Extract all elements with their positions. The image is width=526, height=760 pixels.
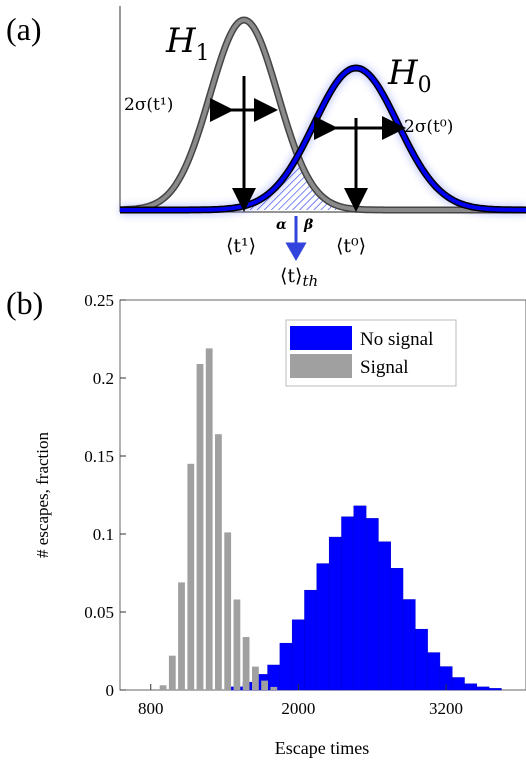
h1-curve bbox=[119, 17, 526, 212]
bar-no-signal-16 bbox=[427, 652, 441, 691]
bar-no-signal-18 bbox=[451, 677, 465, 691]
bar-no-signal-7 bbox=[316, 563, 330, 691]
bar-signal-2 bbox=[178, 582, 185, 690]
h0-label: H0 bbox=[387, 53, 432, 98]
bar-no-signal-13 bbox=[390, 568, 404, 691]
threshold-arrow bbox=[285, 216, 307, 262]
bar-no-signal-11 bbox=[365, 518, 379, 691]
x-tick-label-2: 3200 bbox=[429, 699, 463, 718]
bar-signal-5 bbox=[205, 348, 213, 690]
legend-swatch-no-signal bbox=[290, 326, 352, 350]
y-tick-label-5: 0.25 bbox=[84, 291, 114, 310]
bar-no-signal-4 bbox=[279, 642, 293, 691]
threshold-label: ⟨t⟩th bbox=[280, 265, 318, 290]
bar-signal-4 bbox=[196, 364, 204, 690]
bar-signal-1 bbox=[168, 655, 176, 690]
alpha-label: α bbox=[276, 217, 287, 233]
bar-signal-3 bbox=[187, 463, 195, 690]
bar-signal-12 bbox=[270, 686, 278, 690]
y-tick-label-2: 0.1 bbox=[93, 525, 114, 544]
bar-signal-7 bbox=[224, 532, 232, 690]
bar-no-signal-10 bbox=[353, 505, 367, 691]
x-tick-label-1: 2000 bbox=[281, 699, 315, 718]
y-tick-label-1: 0.05 bbox=[84, 603, 114, 622]
bar-signal-9 bbox=[242, 637, 250, 690]
y-tick-label-4: 0.2 bbox=[93, 369, 114, 388]
bar-signal-11 bbox=[261, 680, 268, 690]
bar-no-signal-9 bbox=[341, 516, 355, 691]
panel-a-schematic: (a) H1 H0 2σ(t¹) 2σ(t⁰) α β ⟨t¹⟩ ⟨t⁰⟩ bbox=[6, 6, 526, 290]
h0-curve bbox=[120, 65, 526, 212]
bar-no-signal-6 bbox=[304, 589, 318, 691]
bar-no-signal-12 bbox=[378, 541, 391, 691]
bar-signal-6 bbox=[215, 434, 222, 690]
y-axis-ticks: 0 0.05 0.1 0.15 0.2 0.25 bbox=[84, 291, 126, 700]
y-tick-label-0: 0 bbox=[106, 681, 115, 700]
bar-no-signal-21 bbox=[488, 688, 502, 691]
bar-no-signal-3 bbox=[267, 664, 281, 691]
legend: No signal Signal bbox=[285, 319, 457, 387]
mean0-label: ⟨t⁰⟩ bbox=[336, 235, 366, 257]
series-signal bbox=[159, 348, 278, 690]
beta-label: β bbox=[303, 217, 314, 233]
x-axis-label: Escape times bbox=[275, 738, 369, 758]
bar-no-signal-20 bbox=[476, 686, 490, 691]
bar-no-signal-8 bbox=[328, 536, 342, 691]
legend-swatch-signal bbox=[290, 354, 352, 378]
panel-a-label: (a) bbox=[6, 11, 42, 47]
bar-no-signal-15 bbox=[415, 628, 428, 691]
h0-curve-outline bbox=[120, 64, 526, 214]
series-no-signal bbox=[230, 505, 502, 691]
y-tick-label-3: 0.15 bbox=[84, 447, 114, 466]
y-axis-label: # escapes, fraction bbox=[33, 431, 52, 558]
bar-no-signal-5 bbox=[291, 619, 305, 691]
bar-no-signal-14 bbox=[402, 599, 416, 691]
bar-signal-0 bbox=[159, 685, 167, 690]
bar-signal-10 bbox=[252, 666, 259, 690]
bar-no-signal-19 bbox=[464, 683, 478, 691]
legend-label-signal: Signal bbox=[360, 357, 409, 378]
sigma0-label: 2σ(t⁰) bbox=[404, 117, 453, 137]
sigma1-label: 2σ(t¹) bbox=[124, 95, 173, 115]
panel-b-label: (b) bbox=[6, 285, 43, 321]
h1-label: H1 bbox=[165, 21, 210, 66]
x-axis-ticks: 800 2000 3200 bbox=[138, 684, 463, 718]
panel-b-histogram: (b) 0 0.05 0.1 0.15 0.2 0.25 800 2000 3200 # es… bbox=[6, 285, 526, 758]
mean1-label: ⟨t¹⟩ bbox=[226, 235, 256, 257]
h0-curve-glow bbox=[120, 62, 526, 215]
bar-signal-8 bbox=[233, 599, 241, 690]
legend-label-no-signal: No signal bbox=[360, 329, 433, 350]
x-tick-label-0: 800 bbox=[138, 699, 164, 718]
